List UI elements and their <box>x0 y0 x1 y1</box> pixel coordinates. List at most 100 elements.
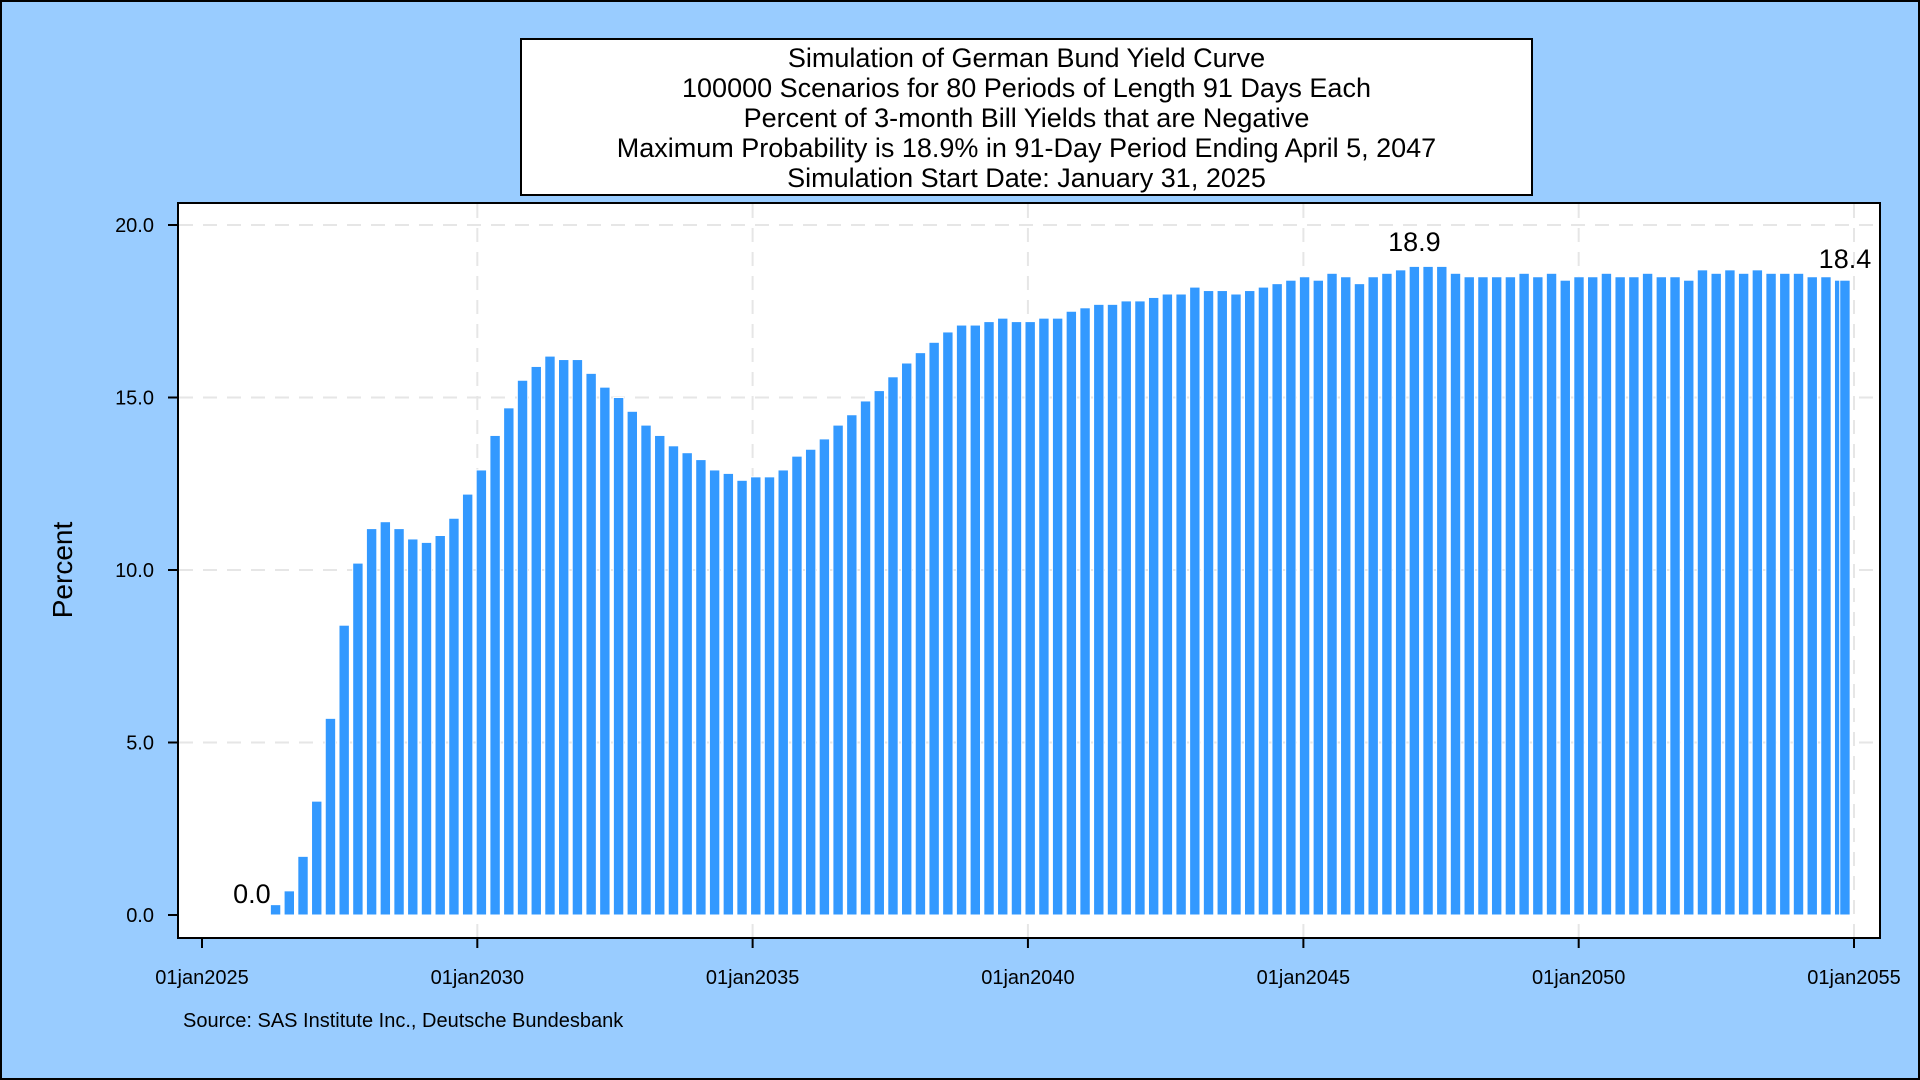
bar <box>1230 293 1242 916</box>
bar <box>1710 272 1722 916</box>
bar <box>859 400 872 916</box>
bar <box>571 359 584 916</box>
bar <box>969 324 982 916</box>
bar <box>516 379 529 916</box>
bar <box>1285 279 1297 916</box>
bar <box>530 365 542 916</box>
bar <box>1353 283 1366 916</box>
bar <box>1038 317 1050 916</box>
bar <box>1490 276 1503 916</box>
bar <box>393 528 405 916</box>
bar <box>942 331 954 916</box>
bar <box>1573 276 1585 916</box>
bar <box>1614 276 1626 916</box>
data-label: 0.0 <box>233 879 271 909</box>
bar <box>558 359 570 916</box>
bar <box>1724 269 1736 916</box>
bar <box>407 538 419 916</box>
bar <box>448 517 460 916</box>
bar <box>681 452 693 916</box>
bar <box>928 341 940 916</box>
bar <box>887 376 899 916</box>
bar <box>1436 265 1448 916</box>
bar <box>1504 276 1517 916</box>
chart-title-line-2: 100000 Scenarios for 80 Periods of Lengt… <box>682 73 1371 103</box>
bar <box>1696 269 1709 916</box>
bar <box>1367 276 1379 916</box>
bar <box>1394 269 1407 916</box>
bar <box>311 800 323 916</box>
bar <box>722 472 735 916</box>
bar <box>1093 303 1105 916</box>
bars <box>256 265 1851 916</box>
bar <box>297 855 309 916</box>
bar <box>324 717 337 916</box>
bar <box>365 528 378 916</box>
bar <box>832 424 844 916</box>
bar <box>1189 286 1201 916</box>
data-labels: 0.0 18.9 18.4 <box>233 227 1871 909</box>
bar <box>983 321 995 916</box>
data-label: 18.9 <box>1388 227 1441 257</box>
y-tick-label: 5.0 <box>126 733 154 755</box>
bar <box>269 904 282 916</box>
bar <box>503 407 515 916</box>
bar <box>599 386 611 916</box>
bar <box>1298 276 1311 916</box>
bar <box>1655 276 1668 916</box>
bar <box>1134 300 1146 916</box>
bar <box>1257 286 1270 916</box>
bar <box>1806 276 1818 916</box>
bar <box>914 352 927 916</box>
bar <box>1120 300 1132 916</box>
chart-title-line-4: Maximum Probability is 18.9% in 91-Day P… <box>616 133 1437 163</box>
bar <box>475 469 488 916</box>
bar <box>873 390 885 916</box>
y-tick-label: 0.0 <box>126 905 154 927</box>
bar <box>1463 276 1475 916</box>
bar <box>1175 293 1187 916</box>
bar <box>1779 272 1791 916</box>
bar <box>1669 276 1681 916</box>
bar <box>654 434 666 916</box>
bar <box>1792 272 1805 916</box>
bar <box>818 438 831 916</box>
source-note: Source: SAS Institute Inc., Deutsche Bun… <box>183 1010 624 1032</box>
bar <box>1079 307 1091 916</box>
y-tick-label: 15.0 <box>115 388 154 410</box>
bar <box>338 624 350 916</box>
bar <box>256 913 268 916</box>
bar <box>901 362 913 916</box>
bar <box>1600 272 1613 916</box>
x-tick-label: 01jan2030 <box>431 967 524 989</box>
bar <box>1340 276 1352 916</box>
bar <box>1641 272 1654 916</box>
bar <box>640 424 652 916</box>
bar <box>585 372 597 916</box>
bar <box>1244 290 1256 916</box>
bar <box>750 476 762 916</box>
bar <box>997 317 1009 916</box>
bar <box>1216 290 1228 916</box>
bar <box>1765 272 1777 916</box>
axes: 0.0 5.0 10.0 15.0 20.0 01jan2025 01jan2030 01ja… <box>115 215 1901 989</box>
bar <box>1326 272 1338 916</box>
bar <box>1051 317 1064 916</box>
chart-title-line-5: Simulation Start Date: January 31, 2025 <box>787 163 1266 193</box>
bar <box>1532 276 1544 916</box>
y-axis-label: Percent <box>47 522 78 619</box>
bar <box>763 476 776 916</box>
bar <box>379 521 392 916</box>
bar <box>1628 276 1640 916</box>
bar <box>1161 293 1174 916</box>
bar <box>1106 303 1119 916</box>
bar <box>420 541 433 916</box>
bar <box>461 493 474 916</box>
bar <box>955 324 968 916</box>
x-tick-label: 01jan2055 <box>1807 967 1900 989</box>
bar <box>1024 321 1036 916</box>
bar <box>434 535 446 916</box>
bar <box>846 414 858 916</box>
bar <box>1271 283 1283 916</box>
